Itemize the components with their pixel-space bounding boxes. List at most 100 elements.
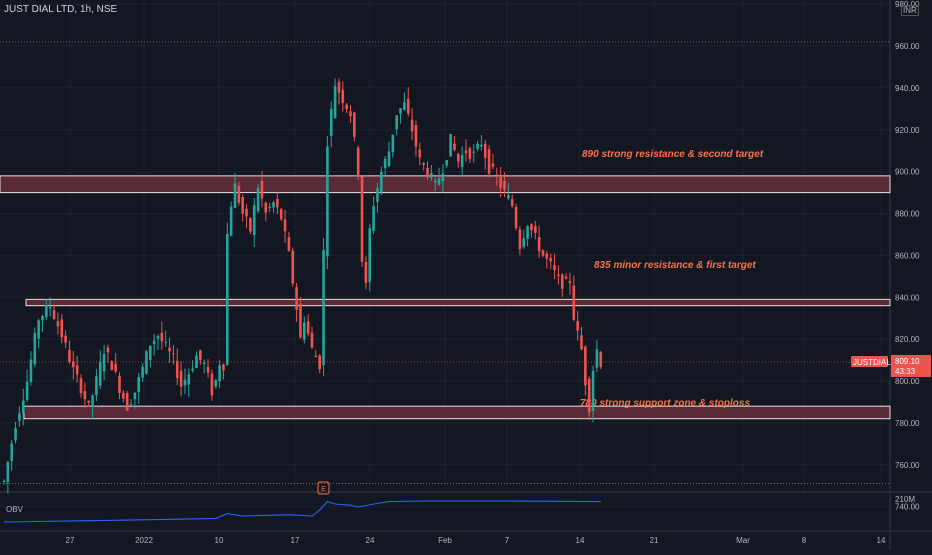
price-label-bg (891, 354, 931, 377)
candle-body (106, 347, 110, 353)
currency-badge[interactable]: INR (901, 5, 919, 16)
candle-body (329, 108, 333, 136)
candle-body (129, 404, 133, 406)
candle-body (18, 413, 21, 421)
candle-body (364, 261, 368, 283)
candle-body (41, 315, 44, 321)
candle-body (110, 361, 114, 371)
candle-body (133, 392, 137, 400)
candle-body (403, 102, 406, 110)
zone-label: 890 strong resistance & second target (582, 149, 764, 160)
candle-body (564, 276, 568, 279)
candle-body (584, 346, 587, 386)
candle-body (187, 374, 191, 385)
candle-body (595, 349, 599, 368)
candle-body (45, 305, 48, 318)
obv-label: OBV (6, 505, 24, 514)
candle-body (295, 287, 298, 310)
y-tick-label: 780.00 (895, 419, 920, 428)
candle-body (491, 163, 495, 167)
candle-body (229, 206, 233, 236)
candle-body (568, 281, 572, 284)
candle-body (310, 332, 314, 348)
candle-body (383, 158, 387, 169)
candle-body (591, 370, 595, 411)
candle-body (318, 355, 321, 370)
candle-body (279, 209, 283, 220)
candle-body (587, 378, 591, 413)
symbol-tag: JUSTDIAL (853, 358, 891, 367)
candle-body (210, 373, 214, 396)
candle-body (237, 185, 241, 203)
candle-body (487, 149, 491, 174)
x-tick-label: Feb (438, 536, 452, 545)
candle-body (572, 285, 576, 320)
candle-body (164, 341, 167, 343)
candle-body (337, 82, 341, 93)
candle-body (141, 366, 144, 378)
zone-rect (0, 175, 891, 194)
zone-rect (23, 405, 891, 420)
candle-body (168, 347, 171, 352)
candle-body (399, 108, 402, 114)
candle-body (430, 172, 433, 178)
earnings-marker-label: E (321, 486, 326, 493)
candle-body (79, 378, 83, 394)
candle-body (91, 395, 94, 408)
candle-body (306, 321, 310, 334)
candle-body (341, 89, 345, 103)
candle-body (179, 370, 183, 387)
candle-body (553, 264, 556, 271)
y-tick-label: 840.00 (895, 293, 920, 302)
candle-body (75, 365, 79, 375)
candle-body (391, 134, 395, 153)
candle-body (172, 353, 175, 355)
candle-body (360, 176, 364, 262)
zone-rect (25, 298, 891, 307)
candle-body (202, 362, 206, 365)
candle-body (29, 359, 33, 383)
candle-body (526, 226, 529, 239)
candle-body (395, 115, 398, 130)
symbol-title[interactable]: JUST DIAL LTD, 1h, NSE (4, 4, 118, 15)
candle-body (25, 381, 29, 400)
candle-body (272, 202, 275, 208)
x-tick-label: 21 (650, 536, 659, 545)
candle-body (510, 199, 514, 206)
countdown-label: 43:33 (895, 367, 916, 376)
candle-body (160, 332, 164, 342)
candle-body (441, 173, 445, 182)
x-tick-label: 14 (576, 536, 585, 545)
candle-body (345, 104, 348, 109)
candle-body (322, 250, 325, 366)
candle-body (125, 393, 129, 411)
candle-body (95, 376, 98, 396)
candle-body (145, 351, 148, 374)
candle-body (449, 134, 452, 157)
candle-body (557, 274, 560, 276)
candle-body (499, 177, 502, 188)
candle-body (376, 188, 379, 202)
candle-body (102, 353, 106, 372)
candle-body (195, 355, 198, 369)
candle-body (241, 197, 244, 214)
candle-body (64, 335, 67, 343)
candle-body (380, 171, 383, 193)
candle-body (83, 390, 87, 400)
candle-body (437, 178, 441, 185)
x-tick-label: 17 (291, 536, 300, 545)
candle-body (283, 219, 287, 232)
candle-body (114, 363, 117, 372)
obv-value-label: 210M (895, 495, 915, 504)
candle-body (226, 233, 229, 365)
candle-body (149, 345, 152, 360)
candle-body (233, 183, 237, 208)
candle-body (10, 443, 13, 461)
candle-body (260, 181, 264, 199)
candle-body (276, 198, 279, 208)
candle-body (303, 322, 306, 340)
candle-body (152, 340, 156, 345)
candle-body (183, 379, 187, 386)
x-tick-label: 8 (802, 536, 807, 545)
